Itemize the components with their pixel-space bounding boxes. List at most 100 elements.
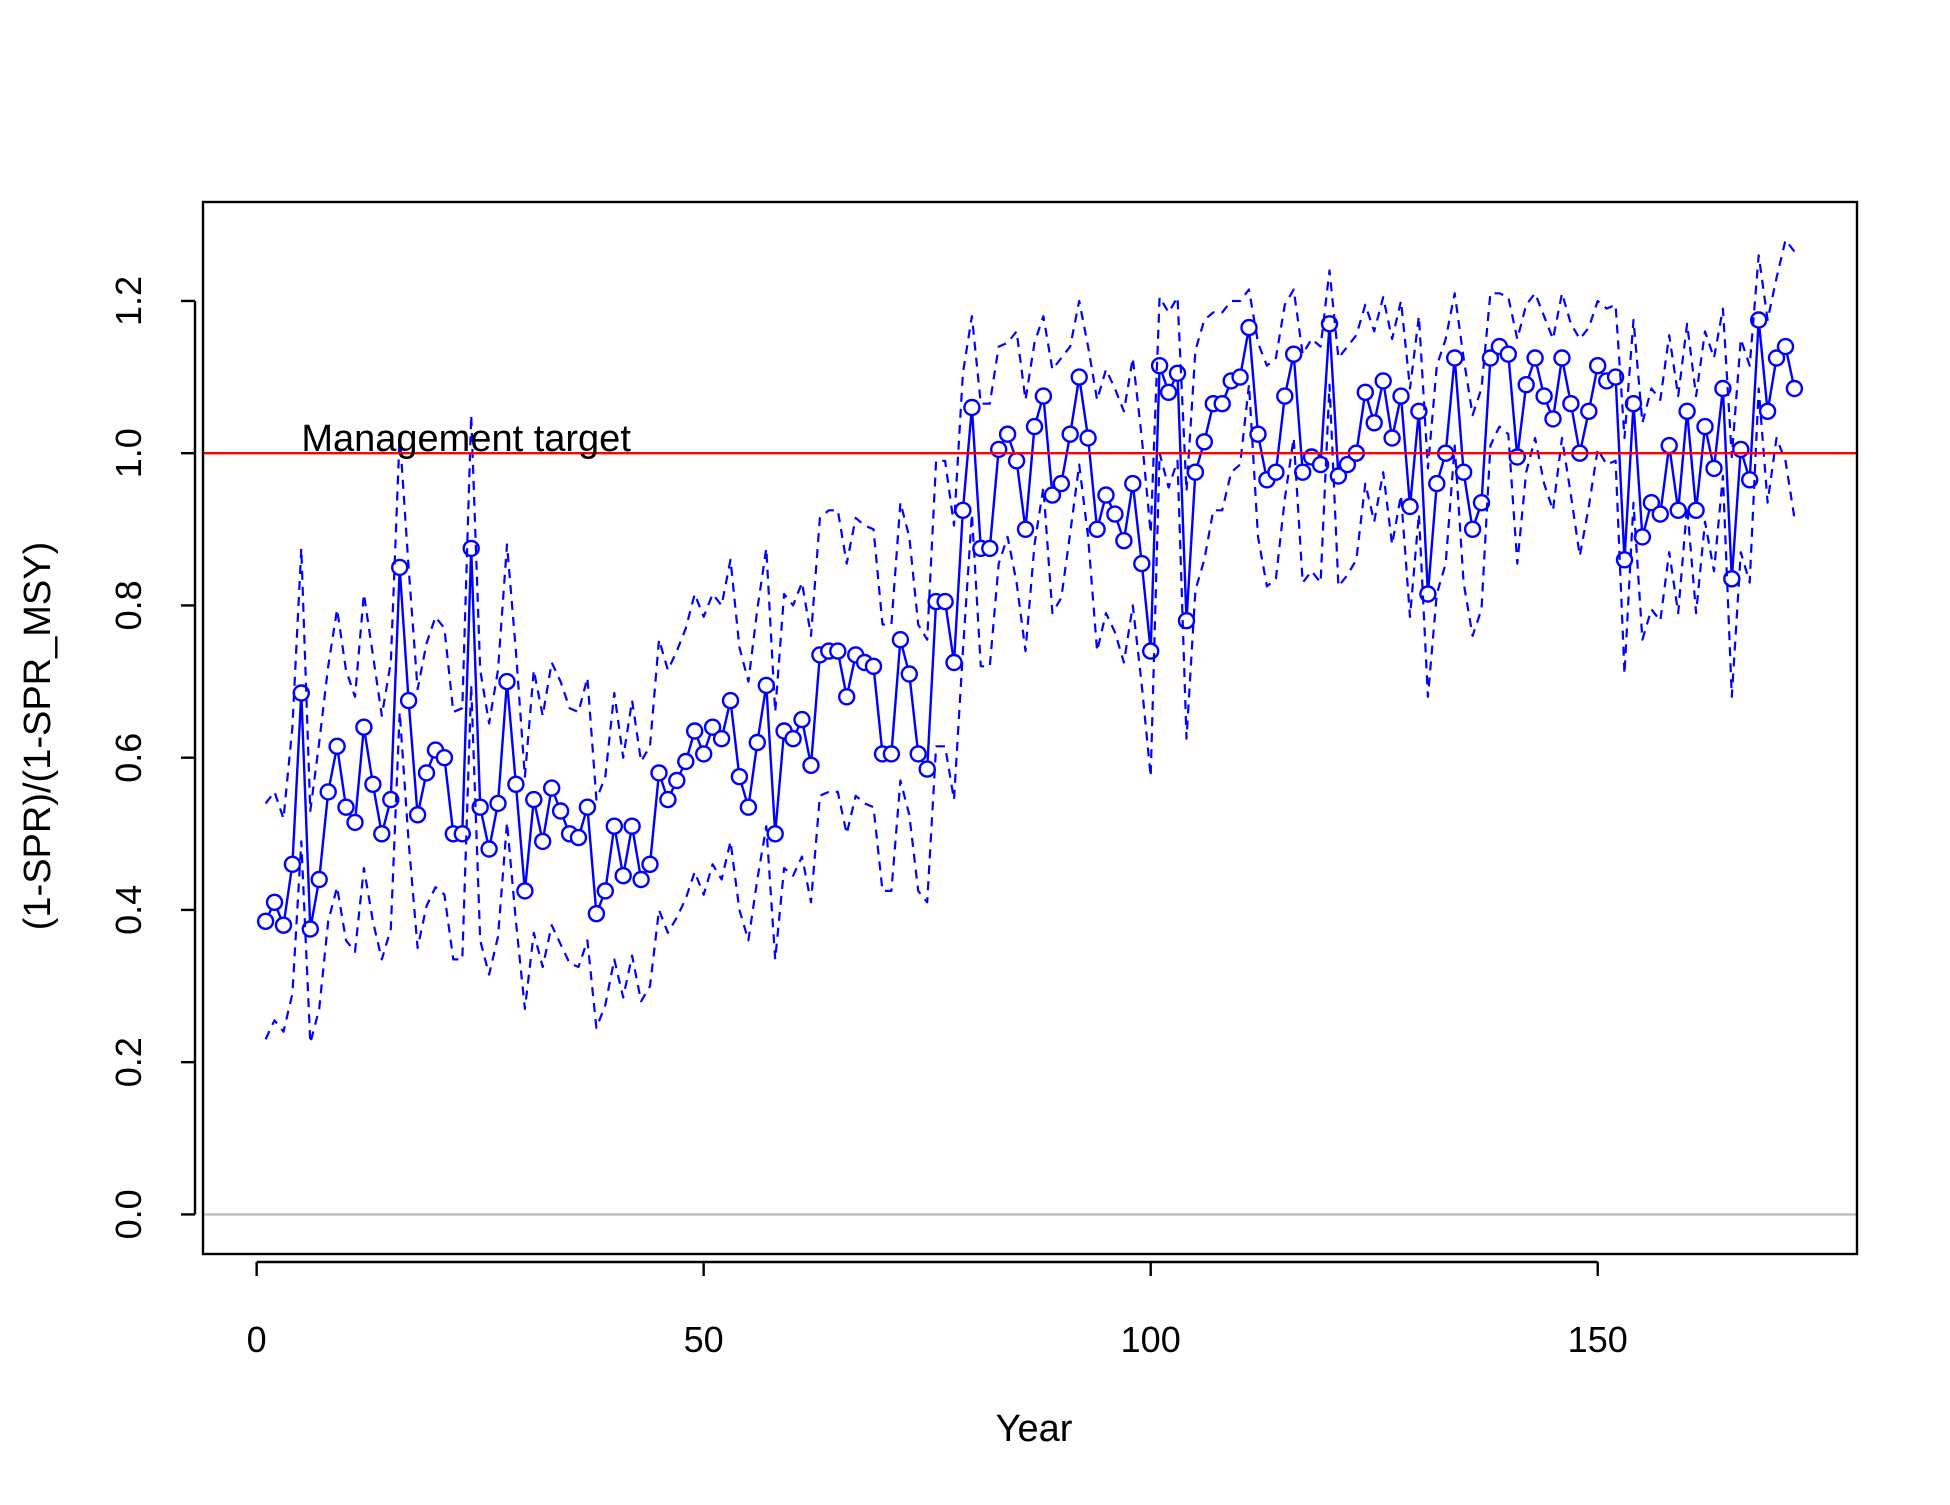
data-point bbox=[695, 745, 713, 763]
data-point bbox=[632, 870, 650, 889]
data-point bbox=[1365, 414, 1383, 432]
data-point bbox=[918, 760, 936, 778]
data-point bbox=[623, 817, 641, 835]
data-point bbox=[686, 722, 704, 740]
data-point bbox=[1284, 345, 1303, 363]
data-point bbox=[1463, 520, 1482, 538]
reference-lines-layer: Management target bbox=[203, 418, 1857, 1216]
data-point bbox=[382, 790, 400, 809]
x-axis-title: Year bbox=[996, 1408, 1073, 1450]
data-point bbox=[1124, 474, 1142, 493]
data-point bbox=[1159, 383, 1178, 401]
data-point bbox=[793, 710, 811, 729]
data-point bbox=[534, 832, 552, 851]
data-point bbox=[1025, 417, 1044, 436]
data-point bbox=[802, 756, 820, 774]
data-point bbox=[596, 882, 614, 900]
data-point bbox=[489, 794, 507, 813]
x-tick-label: 0 bbox=[247, 1319, 267, 1360]
series-layer bbox=[256, 239, 1804, 1045]
data-point bbox=[498, 672, 516, 691]
data-point bbox=[838, 688, 856, 706]
data-point bbox=[337, 798, 355, 816]
data-point bbox=[283, 855, 302, 873]
data-point bbox=[1106, 505, 1124, 523]
data-point bbox=[1383, 429, 1401, 447]
estimate-line bbox=[264, 318, 1796, 931]
data-point bbox=[1249, 425, 1267, 443]
data-point bbox=[1624, 395, 1643, 413]
data-point bbox=[1070, 368, 1088, 386]
data-point bbox=[265, 893, 284, 911]
data-point bbox=[954, 501, 972, 519]
data-point bbox=[605, 817, 623, 835]
data-point bbox=[1508, 448, 1527, 466]
data-point bbox=[757, 676, 775, 695]
data-point bbox=[399, 691, 418, 710]
data-point bbox=[1133, 554, 1151, 573]
data-point bbox=[1732, 440, 1750, 459]
data-point bbox=[1445, 349, 1464, 367]
data-point bbox=[614, 867, 632, 885]
data-point bbox=[1267, 463, 1285, 481]
data-point bbox=[1320, 315, 1339, 333]
y-tick-label: 1.0 bbox=[108, 428, 149, 478]
data-point bbox=[936, 592, 954, 611]
data-point bbox=[1034, 387, 1053, 405]
data-point bbox=[1580, 402, 1598, 420]
data-point bbox=[507, 775, 525, 793]
data-point bbox=[578, 798, 597, 816]
data-point bbox=[703, 718, 722, 736]
data-point bbox=[1749, 311, 1768, 329]
data-point bbox=[417, 764, 436, 782]
plot-frame bbox=[201, 200, 1859, 1256]
data-point bbox=[668, 771, 686, 790]
data-point bbox=[516, 882, 534, 900]
data-point bbox=[301, 920, 319, 938]
data-point bbox=[1052, 474, 1071, 493]
data-point bbox=[1633, 528, 1652, 546]
data-point bbox=[1141, 642, 1160, 660]
data-point bbox=[1481, 349, 1500, 367]
data-point bbox=[1767, 349, 1786, 367]
data-point bbox=[891, 631, 910, 649]
y-tick-label: 1.2 bbox=[108, 276, 149, 326]
data-point bbox=[1758, 402, 1777, 420]
data-point bbox=[1115, 532, 1133, 550]
data-point bbox=[1168, 364, 1187, 382]
x-tick-label: 150 bbox=[1568, 1319, 1628, 1360]
data-point bbox=[650, 764, 668, 782]
data-point bbox=[435, 749, 454, 767]
data-point bbox=[1696, 417, 1714, 436]
data-point bbox=[766, 825, 784, 843]
data-point bbox=[408, 806, 427, 824]
data-point bbox=[569, 828, 588, 847]
data-point bbox=[1186, 463, 1205, 481]
data-point bbox=[1392, 387, 1410, 405]
data-point bbox=[1079, 429, 1097, 447]
data-point bbox=[1195, 433, 1214, 451]
data-point bbox=[1150, 357, 1169, 375]
data-point bbox=[346, 813, 364, 832]
data-point bbox=[1213, 395, 1231, 413]
data-point bbox=[1588, 357, 1607, 375]
management-target-label: Management target bbox=[301, 418, 631, 460]
data-point bbox=[453, 825, 471, 843]
y-tick-label: 0.8 bbox=[108, 580, 149, 630]
data-point bbox=[1276, 387, 1294, 405]
y-axis-title: (1-SPR)/(1-SPR_MSY) bbox=[17, 542, 59, 931]
data-point bbox=[784, 730, 802, 748]
data-point bbox=[712, 730, 731, 748]
data-point bbox=[829, 642, 847, 660]
data-point bbox=[1240, 318, 1258, 337]
data-point bbox=[551, 802, 570, 820]
data-point bbox=[659, 790, 677, 809]
data-point bbox=[525, 790, 543, 809]
data-point bbox=[1311, 455, 1330, 474]
data-point bbox=[1410, 402, 1428, 420]
data-point bbox=[1177, 612, 1196, 630]
data-point bbox=[587, 905, 606, 923]
data-point bbox=[945, 653, 963, 672]
data-point bbox=[1356, 383, 1375, 401]
